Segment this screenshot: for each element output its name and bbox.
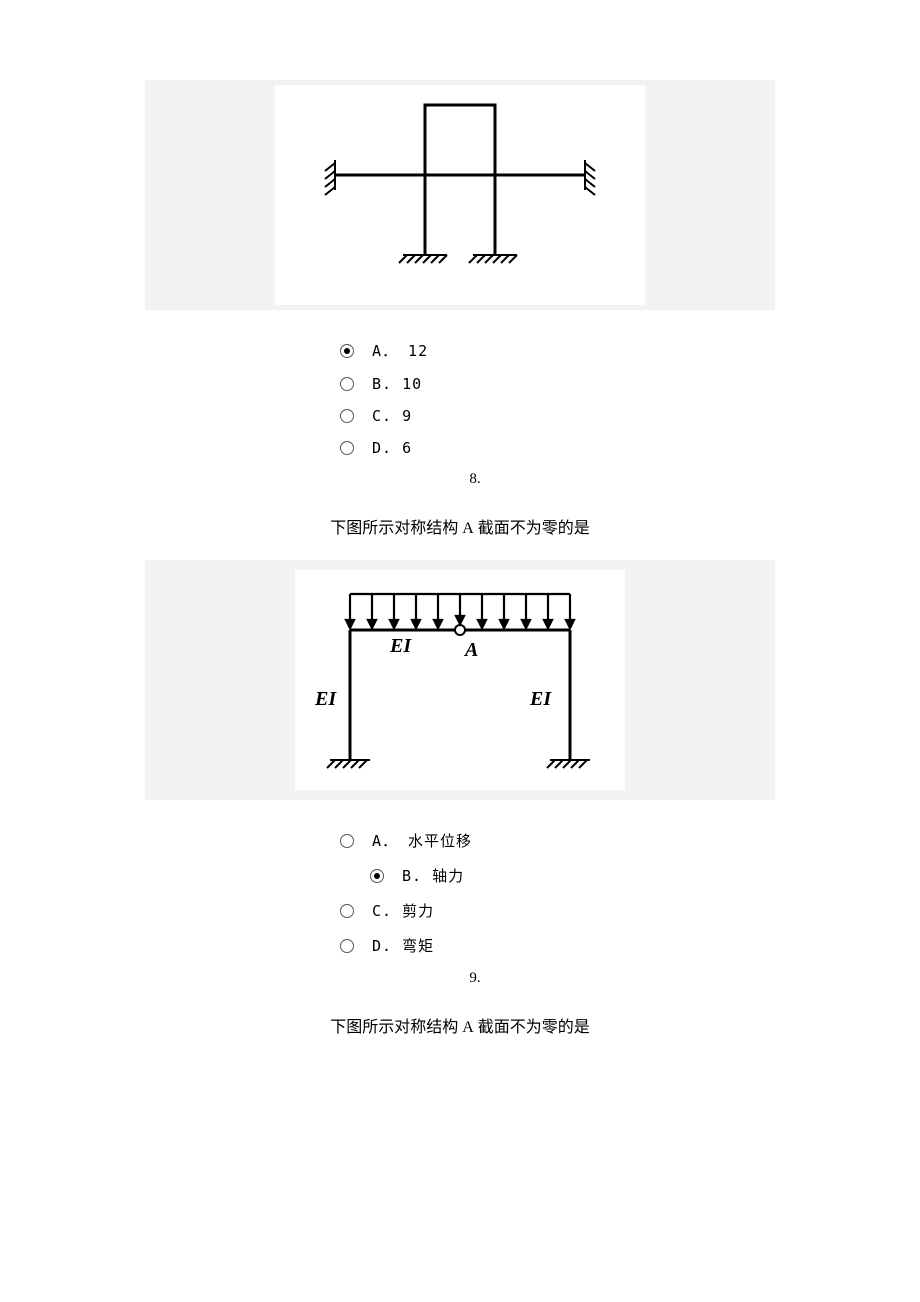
figure-2-panel: EI A EI EI bbox=[145, 560, 775, 800]
q9-text-pre: 下图所示对称结构 bbox=[330, 1019, 462, 1036]
radio-icon[interactable] bbox=[340, 834, 354, 848]
radio-icon[interactable] bbox=[340, 441, 354, 455]
q9-text-post: 截面不为零的是 bbox=[474, 1019, 590, 1036]
figure-1-panel bbox=[145, 80, 775, 310]
option-label: D. 6 bbox=[372, 439, 412, 457]
option-label: C. 剪力 bbox=[372, 900, 434, 921]
q8-text-post: 截面不为零的是 bbox=[474, 520, 590, 537]
q8-number: 8. bbox=[0, 471, 920, 488]
radio-icon[interactable] bbox=[340, 344, 354, 358]
q7-option-a[interactable]: A． 12 bbox=[280, 340, 640, 361]
option-label: A． 12 bbox=[372, 340, 428, 361]
radio-icon[interactable] bbox=[340, 939, 354, 953]
q8-text: 下图所示对称结构 A 截面不为零的是 bbox=[0, 514, 920, 538]
q7-option-d[interactable]: D. 6 bbox=[280, 439, 640, 457]
radio-icon[interactable] bbox=[340, 409, 354, 423]
option-label: B. 10 bbox=[372, 375, 422, 393]
option-label: C. 9 bbox=[372, 407, 412, 425]
label-ei-left: EI bbox=[314, 688, 337, 710]
figure-2-svg: EI A EI EI bbox=[295, 570, 625, 790]
option-label: B. 轴力 bbox=[402, 865, 464, 886]
radio-icon[interactable] bbox=[340, 904, 354, 918]
figure-1-svg bbox=[275, 85, 645, 305]
radio-icon[interactable] bbox=[370, 869, 384, 883]
label-ei-right: EI bbox=[529, 688, 552, 710]
label-ei-top: EI bbox=[389, 635, 412, 657]
q7-options: A． 12 B. 10 C. 9 D. 6 bbox=[280, 340, 640, 457]
q8-options: A． 水平位移 B. 轴力 C. 剪力 D. 弯矩 bbox=[280, 830, 640, 956]
q8-option-a[interactable]: A． 水平位移 bbox=[280, 830, 640, 851]
q9-text-A: A bbox=[462, 1019, 474, 1036]
q9-number: 9. bbox=[0, 970, 920, 987]
q8-option-d[interactable]: D. 弯矩 bbox=[280, 935, 640, 956]
q7-option-b[interactable]: B. 10 bbox=[280, 375, 640, 393]
q8-option-b[interactable]: B. 轴力 bbox=[280, 865, 640, 886]
option-label: A． 水平位移 bbox=[372, 830, 472, 851]
q8-text-A: A bbox=[462, 520, 474, 537]
q9-text: 下图所示对称结构 A 截面不为零的是 bbox=[0, 1013, 920, 1037]
option-label: D. 弯矩 bbox=[372, 935, 434, 956]
label-a: A bbox=[463, 639, 478, 661]
q8-text-pre: 下图所示对称结构 bbox=[330, 520, 462, 537]
radio-icon[interactable] bbox=[340, 377, 354, 391]
q7-option-c[interactable]: C. 9 bbox=[280, 407, 640, 425]
q8-option-c[interactable]: C. 剪力 bbox=[280, 900, 640, 921]
